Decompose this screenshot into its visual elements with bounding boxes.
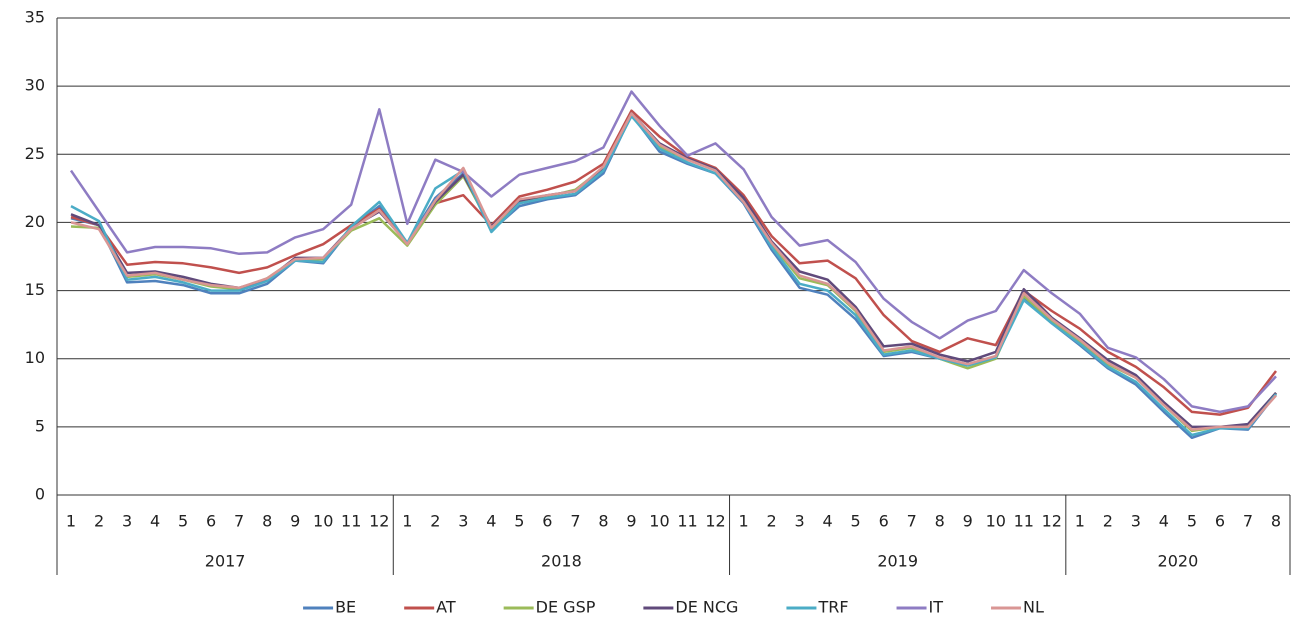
x-tick-label: 9 xyxy=(290,512,300,531)
x-tick-label: 9 xyxy=(626,512,636,531)
x-tick-label: 9 xyxy=(963,512,973,531)
x-tick-label: 2 xyxy=(94,512,104,531)
legend-label: NL xyxy=(1023,598,1044,617)
x-tick-label: 3 xyxy=(122,512,132,531)
x-tick-label: 3 xyxy=(458,512,468,531)
x-tick-label: 1 xyxy=(1075,512,1085,531)
x-tick-label: 12 xyxy=(1042,512,1062,531)
y-tick-label: 30 xyxy=(25,76,45,95)
x-tick-label: 4 xyxy=(1159,512,1169,531)
x-tick-label: 3 xyxy=(1131,512,1141,531)
x-tick-label: 7 xyxy=(1243,512,1253,531)
x-tick-label: 5 xyxy=(851,512,861,531)
x-tick-label: 7 xyxy=(570,512,580,531)
group-label: 2020 xyxy=(1158,552,1199,571)
y-tick-label: 15 xyxy=(25,280,45,299)
x-tick-label: 6 xyxy=(879,512,889,531)
legend-label: TRF xyxy=(817,598,848,617)
x-tick-label: 2 xyxy=(766,512,776,531)
group-label: 2019 xyxy=(877,552,918,571)
x-tick-label: 2 xyxy=(1103,512,1113,531)
y-tick-label: 10 xyxy=(25,348,45,367)
group-label: 2018 xyxy=(541,552,582,571)
x-tick-label: 12 xyxy=(369,512,389,531)
x-tick-label: 10 xyxy=(649,512,669,531)
x-tick-label: 5 xyxy=(178,512,188,531)
x-tick-label: 3 xyxy=(795,512,805,531)
x-tick-label: 8 xyxy=(1271,512,1281,531)
series-line xyxy=(69,90,1277,414)
legend-label: DE GSP xyxy=(536,598,596,617)
x-tick-label: 6 xyxy=(1215,512,1225,531)
x-tick-label: 6 xyxy=(542,512,552,531)
x-tick-label: 7 xyxy=(907,512,917,531)
x-tick-label: 10 xyxy=(986,512,1006,531)
x-tick-label: 1 xyxy=(402,512,412,531)
x-tick-label: 8 xyxy=(598,512,608,531)
y-tick-label: 0 xyxy=(35,485,45,504)
x-tick-label: 4 xyxy=(150,512,160,531)
x-tick-label: 4 xyxy=(823,512,833,531)
legend-label: DE NCG xyxy=(675,598,738,617)
x-tick-label: 12 xyxy=(705,512,725,531)
legend-label: BE xyxy=(335,598,356,617)
x-tick-label: 8 xyxy=(935,512,945,531)
y-tick-label: 5 xyxy=(35,416,45,435)
series-line xyxy=(70,112,1277,431)
x-tick-label: 11 xyxy=(677,512,697,531)
x-tick-label: 11 xyxy=(1014,512,1034,531)
series-line xyxy=(70,113,1277,440)
x-tick-label: 8 xyxy=(262,512,272,531)
legend-label: AT xyxy=(436,598,456,617)
x-tick-label: 5 xyxy=(514,512,524,531)
x-tick-label: 1 xyxy=(738,512,748,531)
x-tick-label: 11 xyxy=(341,512,361,531)
group-label: 2017 xyxy=(205,552,246,571)
legend-label: IT xyxy=(929,598,944,617)
x-tick-label: 6 xyxy=(206,512,216,531)
y-tick-label: 25 xyxy=(25,144,45,163)
x-tick-label: 2 xyxy=(430,512,440,531)
x-tick-label: 5 xyxy=(1187,512,1197,531)
x-tick-label: 10 xyxy=(313,512,333,531)
x-tick-label: 4 xyxy=(486,512,496,531)
y-tick-label: 20 xyxy=(25,212,45,231)
y-tick-label: 35 xyxy=(25,8,45,27)
x-tick-label: 7 xyxy=(234,512,244,531)
legend: BE AT DE GSP DE NCG TRF IT NL xyxy=(303,598,1044,617)
series-line xyxy=(70,109,1277,416)
x-tick-label: 1 xyxy=(66,512,76,531)
series-line xyxy=(70,114,1277,437)
series-line xyxy=(70,113,1277,433)
